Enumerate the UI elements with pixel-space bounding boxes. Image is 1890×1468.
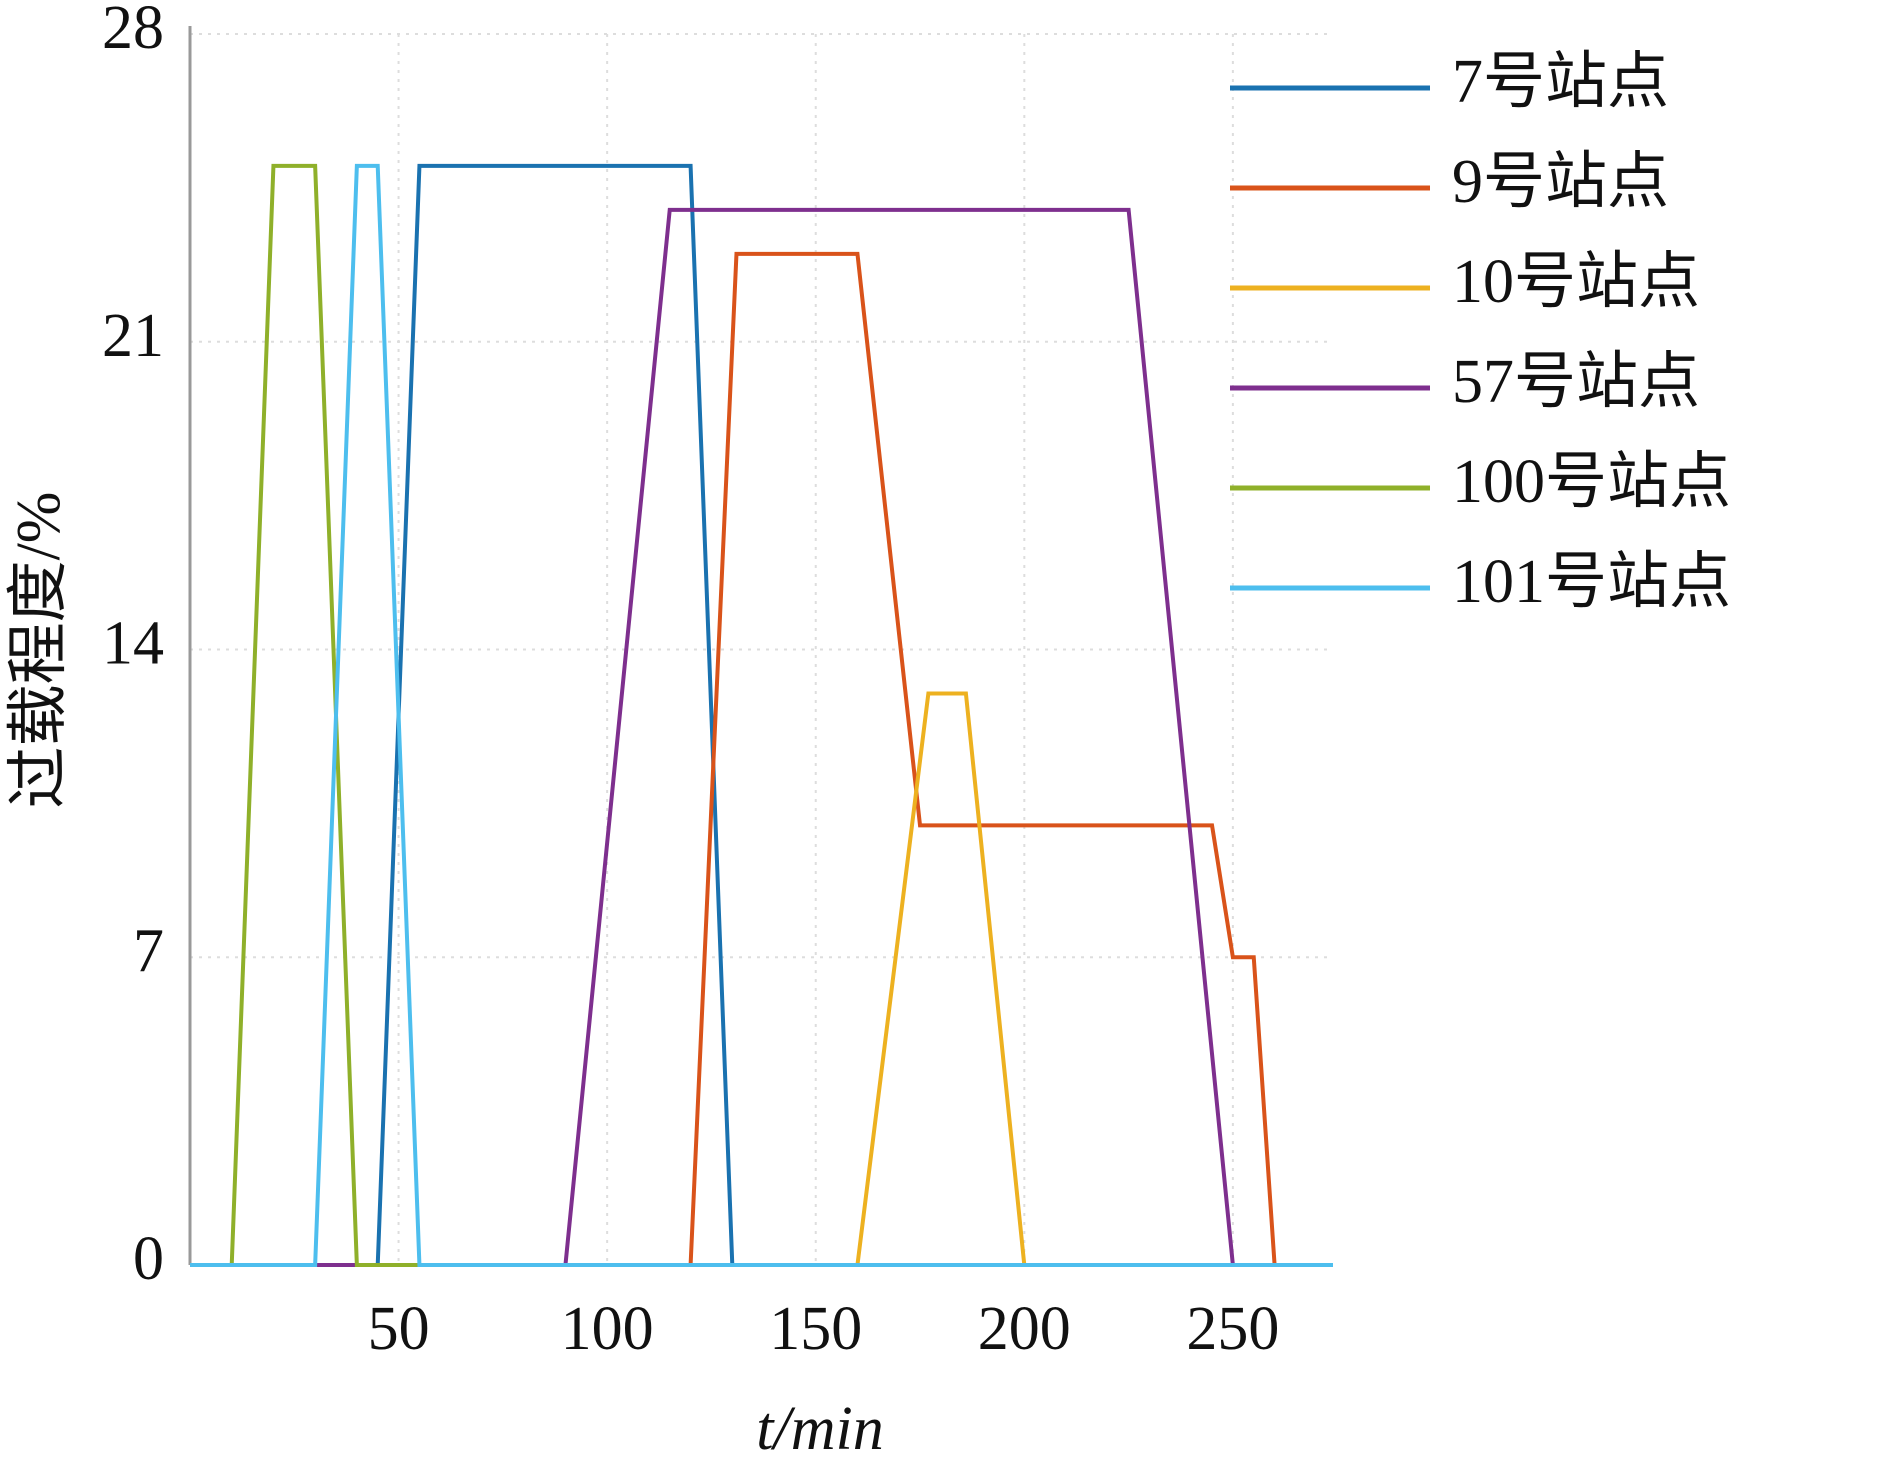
legend-label: 9号站点 [1452, 148, 1669, 216]
line-series [190, 251, 1333, 1267]
legend-label: 57号站点 [1452, 348, 1700, 416]
y-tick-label: 21 [102, 302, 164, 370]
line-series [190, 207, 1333, 1267]
x-tick-label: 200 [978, 1295, 1071, 1363]
line-series [190, 163, 1333, 1267]
line-series [190, 691, 1333, 1267]
x-axis-label: t/min [756, 1395, 883, 1463]
x-tick-label: 150 [769, 1295, 862, 1363]
line-series [190, 163, 1333, 1267]
y-tick-label: 14 [102, 610, 164, 678]
x-tick-label: 50 [368, 1295, 430, 1363]
x-tick-label: 250 [1186, 1295, 1279, 1363]
y-axis-label: 过载程度/% [5, 492, 73, 809]
x-tick-label: 100 [561, 1295, 654, 1363]
y-tick-label: 7 [133, 917, 164, 985]
legend-label: 101号站点 [1452, 548, 1731, 616]
legend-label: 10号站点 [1452, 248, 1700, 316]
line-series [190, 163, 1333, 1267]
legend-label: 7号站点 [1452, 48, 1669, 116]
y-tick-label: 28 [102, 0, 164, 62]
y-tick-label: 0 [133, 1225, 164, 1293]
legend-label: 100号站点 [1452, 448, 1731, 516]
